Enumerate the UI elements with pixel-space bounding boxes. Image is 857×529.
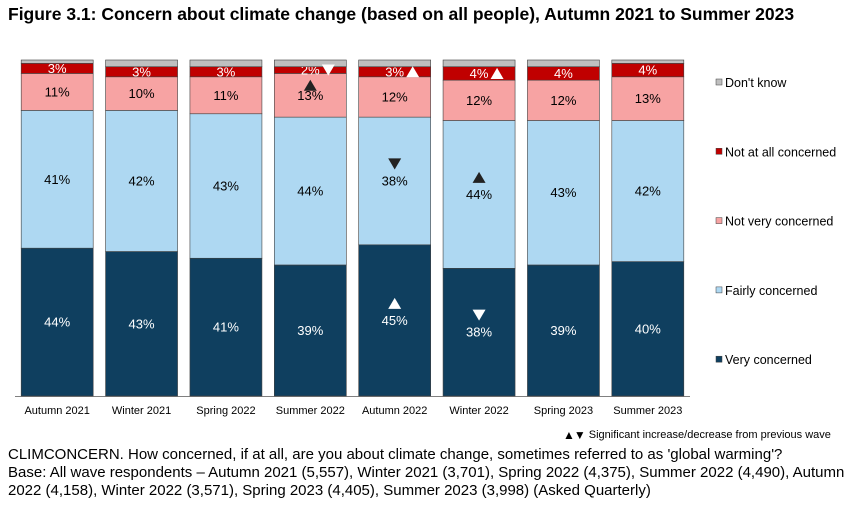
bar-segment [527, 120, 600, 266]
category-label: Summer 2022 [276, 405, 345, 417]
data-label: 45% [382, 313, 408, 328]
bar-segment [189, 59, 263, 68]
bar-segment [105, 59, 178, 68]
category-label: Winter 2021 [112, 405, 171, 417]
legend-swatch [715, 148, 723, 155]
data-label: 12% [382, 89, 408, 104]
category-label: Spring 2022 [196, 405, 255, 417]
bar-segment [442, 59, 516, 68]
figure-title: Figure 3.1: Concern about climate change… [8, 4, 795, 24]
significant-increase-icon [472, 171, 486, 183]
bar-segment [274, 59, 347, 68]
data-label: 44% [44, 315, 70, 330]
data-label: 43% [550, 185, 576, 200]
data-label: 38% [382, 173, 408, 188]
category-label: Winter 2022 [449, 405, 508, 417]
significant-increase-icon [490, 67, 504, 79]
significant-increase-icon [303, 79, 317, 91]
data-label: 3% [217, 64, 236, 79]
significant-decrease-icon [321, 64, 335, 76]
legend-swatch [715, 286, 723, 294]
bar-segment [20, 73, 94, 111]
data-label: 4% [554, 66, 573, 81]
bar-segment [442, 268, 516, 397]
legend-label: Not very concerned [725, 215, 833, 229]
bar-segment [105, 110, 178, 252]
question-text: CLIMCONCERN. How concerned, if at all, a… [8, 446, 783, 463]
bar-segment [189, 76, 263, 115]
significance-legend: ▲▼ Significant increase/decrease from pr… [563, 428, 831, 442]
bar-segment [442, 79, 516, 121]
chart-footnote: CLIMCONCERN. How concerned, if at all, a… [8, 446, 853, 500]
data-label: 44% [466, 187, 492, 202]
bar-segment [358, 76, 431, 118]
data-label: 39% [297, 323, 323, 338]
data-label: 41% [44, 172, 70, 187]
data-label: 12% [550, 93, 576, 108]
legend-swatch [715, 78, 723, 86]
category-label: Autumn 2022 [362, 405, 427, 417]
significance-legend-text: Significant increase/decrease from previ… [588, 429, 831, 441]
data-label: 42% [129, 173, 155, 188]
legend-label: Not at all concerned [725, 145, 836, 159]
bar-segment [358, 116, 431, 246]
data-label: 11% [213, 88, 238, 103]
base-text: Base: All wave respondents – Autumn 2021… [8, 464, 845, 499]
bar-segment [442, 120, 516, 269]
bar-segment [189, 257, 263, 397]
bar-segment [20, 59, 94, 64]
significant-increase-icon [406, 66, 420, 78]
bar-segment [611, 59, 685, 64]
bar-segment [527, 264, 600, 397]
data-label: 43% [213, 179, 239, 194]
data-label: 3% [48, 61, 67, 76]
data-label: 38% [466, 325, 492, 340]
data-label: 12% [466, 93, 492, 108]
data-label: 10% [129, 86, 155, 101]
bar-segment [611, 261, 685, 397]
stacked-bar-chart: 44% 41% 11% 3% Autumn 2021 43% 42% 10% 3% Winter … [15, 59, 836, 417]
data-label: 4% [638, 63, 657, 78]
data-label: 40% [635, 321, 661, 336]
bar-segment [189, 113, 263, 259]
legend-swatch [715, 355, 723, 363]
legend-label: Fairly concerned [725, 284, 817, 298]
significant-decrease-icon [388, 158, 402, 170]
legend-swatch [715, 217, 723, 224]
data-label: 39% [550, 323, 576, 338]
bar-segment [274, 116, 347, 266]
plot-area: 44% 41% 11% 3% Autumn 2021 43% 42% 10% 3% Winter … [15, 59, 690, 417]
significant-decrease-icon [472, 309, 486, 321]
data-label: 44% [297, 184, 323, 199]
data-label: 13% [297, 88, 323, 103]
bar-segment [611, 120, 685, 262]
bar-segment [20, 247, 94, 397]
chart-legend: Don't know Not at all concerned Not very c… [715, 76, 836, 367]
legend-label: Very concerned [725, 353, 812, 367]
up-down-triangle-icon: ▲▼ [563, 428, 586, 442]
category-label: Summer 2023 [613, 405, 682, 417]
bar-segment [527, 79, 600, 121]
category-label: Spring 2023 [534, 405, 593, 417]
legend-label: Don't know [725, 76, 787, 90]
bar-segment [105, 76, 178, 111]
data-label: 43% [129, 316, 155, 331]
data-label: 11% [45, 84, 70, 99]
bar-segment [611, 76, 685, 121]
bar-segment [20, 110, 94, 249]
data-label: 13% [635, 91, 661, 106]
category-label: Autumn 2021 [24, 405, 89, 417]
data-label: 42% [635, 184, 661, 199]
bar-segment [358, 59, 431, 68]
significant-increase-icon [388, 297, 402, 309]
bar-segment [358, 244, 431, 397]
data-label: 3% [132, 64, 151, 79]
bar-segment [527, 59, 600, 68]
bar-segment [274, 264, 347, 397]
data-label: 4% [470, 66, 489, 81]
data-label: 41% [213, 320, 239, 335]
data-label: 3% [385, 64, 404, 79]
